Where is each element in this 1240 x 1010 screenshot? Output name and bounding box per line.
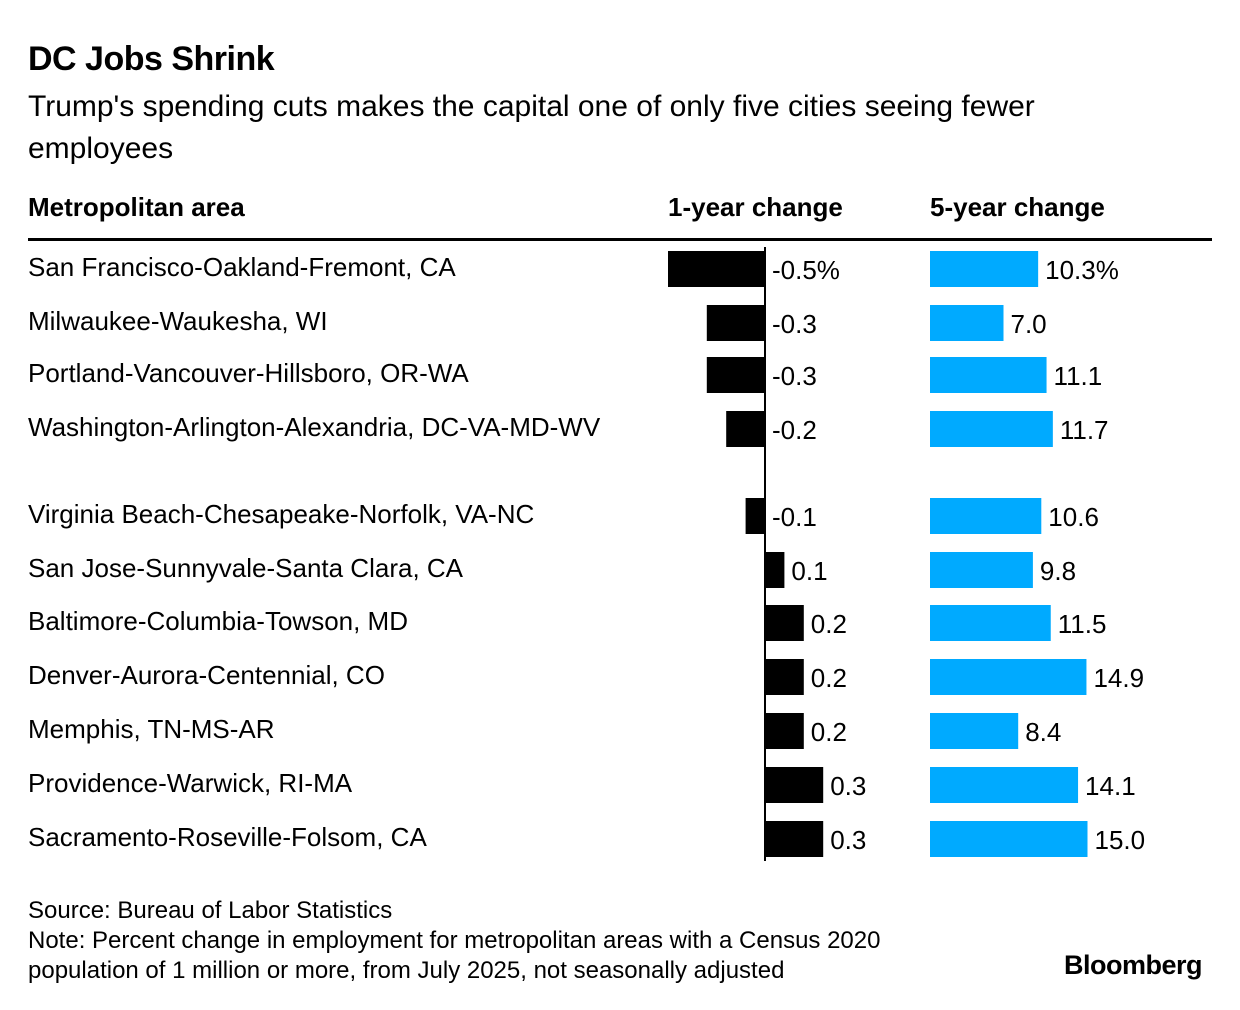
one-year-bar xyxy=(765,605,804,641)
category-label: Denver-Aurora-Centennial, CO xyxy=(28,660,385,690)
chart-title: DC Jobs Shrink xyxy=(28,40,275,78)
five-year-bar xyxy=(930,659,1087,695)
column-header-one-year: 1-year change xyxy=(668,192,843,222)
five-year-value-label: 11.7 xyxy=(1060,415,1109,445)
five-year-bar xyxy=(930,305,1004,341)
five-year-bar xyxy=(930,251,1039,287)
one-year-value-label: -0.2 xyxy=(772,415,817,445)
footnote: Note: Percent change in employment for m… xyxy=(28,927,881,984)
category-label: Providence-Warwick, RI-MA xyxy=(28,768,353,798)
five-year-bar xyxy=(930,357,1047,393)
five-year-value-label: 10.3% xyxy=(1045,255,1119,285)
one-year-value-label: 0.2 xyxy=(811,663,847,693)
five-year-value-label: 7.0 xyxy=(1011,309,1047,339)
header-rule xyxy=(28,238,1212,241)
five-year-bar xyxy=(930,498,1042,534)
one-year-bar xyxy=(765,821,824,857)
one-year-value-label: 0.3 xyxy=(830,825,866,855)
one-year-bar xyxy=(765,659,804,695)
five-year-bar xyxy=(930,713,1019,749)
five-year-value-label: 14.1 xyxy=(1085,771,1136,801)
one-year-value-label: -0.5% xyxy=(772,255,840,285)
one-year-bar xyxy=(745,498,765,534)
five-year-value-label: 11.1 xyxy=(1054,361,1103,391)
chart-subtitle: Trump's spending cuts makes the capital … xyxy=(28,90,1035,165)
category-label: Portland-Vancouver-Hillsboro, OR-WA xyxy=(28,358,469,388)
one-year-value-label: 0.1 xyxy=(791,556,827,586)
category-label: San Jose-Sunnyvale-Santa Clara, CA xyxy=(28,553,464,583)
category-label: Milwaukee-Waukesha, WI xyxy=(28,306,328,336)
five-year-value-label: 9.8 xyxy=(1040,556,1076,586)
one-year-value-label: -0.3 xyxy=(772,361,817,391)
one-year-value-label: 0.2 xyxy=(811,717,847,747)
category-label: Washington-Arlington-Alexandria, DC-VA-M… xyxy=(28,412,601,442)
five-year-value-label: 15.0 xyxy=(1095,825,1146,855)
one-year-bar xyxy=(668,251,765,287)
category-label: Baltimore-Columbia-Towson, MD xyxy=(28,606,408,636)
category-label: Sacramento-Roseville-Folsom, CA xyxy=(28,822,427,852)
five-year-bar xyxy=(930,767,1079,803)
bloomberg-logo: Bloomberg xyxy=(1063,950,1203,980)
five-year-value-label: 11.5 xyxy=(1058,609,1107,639)
one-year-value-label: 0.2 xyxy=(811,609,847,639)
one-year-value-label: -0.3 xyxy=(772,309,817,339)
category-label: San Francisco-Oakland-Fremont, CA xyxy=(28,252,456,282)
one-year-bar xyxy=(765,552,785,588)
five-year-bar xyxy=(930,821,1088,857)
one-year-bar xyxy=(706,305,765,341)
one-year-bar xyxy=(765,713,804,749)
category-label: Virginia Beach-Chesapeake-Norfolk, VA-NC xyxy=(28,499,534,529)
five-year-bar xyxy=(930,552,1033,588)
one-year-bar xyxy=(706,357,765,393)
source-note: Source: Bureau of Labor Statistics xyxy=(28,897,393,924)
column-header-five-year: 5-year change xyxy=(930,192,1105,222)
five-year-bar xyxy=(930,605,1051,641)
five-year-value-label: 8.4 xyxy=(1025,717,1061,747)
one-year-value-label: -0.1 xyxy=(772,502,817,532)
column-header-area: Metropolitan area xyxy=(28,192,245,222)
five-year-value-label: 14.9 xyxy=(1093,663,1144,693)
five-year-bar xyxy=(930,411,1053,447)
one-year-bar xyxy=(765,767,824,803)
bar-table-chart: San Francisco-Oakland-Fremont, CA -0.5% 10… xyxy=(28,247,1146,861)
category-label: Memphis, TN-MS-AR xyxy=(28,714,275,744)
one-year-value-label: 0.3 xyxy=(830,771,866,801)
one-year-bar xyxy=(726,411,765,447)
five-year-value-label: 10.6 xyxy=(1048,502,1099,532)
